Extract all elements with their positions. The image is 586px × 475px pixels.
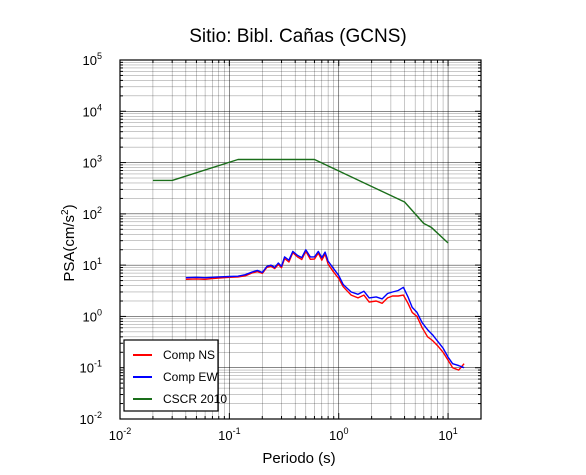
y-axis-label-close: ) <box>61 204 78 209</box>
legend-label-comp-ns: Comp NS <box>163 348 215 362</box>
x-tick-label: 10-1 <box>218 426 240 443</box>
y-tick-label: 103 <box>83 154 102 171</box>
tick-marks <box>119 59 482 420</box>
y-tick-label: 104 <box>83 102 102 119</box>
legend-label-comp-ew: Comp EW <box>163 370 218 384</box>
chart-title: Sitio: Bibl. Cañas (GCNS) <box>189 26 407 47</box>
y-tick-label: 100 <box>83 307 102 324</box>
y-tick-label: 101 <box>83 256 102 273</box>
y-tick-label: 105 <box>83 51 102 68</box>
y-tick-label: 102 <box>83 205 102 222</box>
y-axis-label: PSA(cm/s2) <box>60 204 78 281</box>
legend: Comp NS Comp EW CSCR 2010 <box>123 339 227 412</box>
y-tick-label: 10-1 <box>80 359 102 376</box>
y-tick-labels: 10-2 10-1 100 101 102 103 104 105 <box>80 51 102 427</box>
legend-label-cscr-2010: CSCR 2010 <box>163 392 227 406</box>
x-axis-label: Periodo (s) <box>262 450 335 467</box>
x-tick-label: 100 <box>329 426 348 443</box>
y-tick-label: 10-2 <box>80 410 102 427</box>
x-tick-label: 101 <box>438 426 457 443</box>
y-axis-label-main: PSA(cm/s <box>61 215 78 282</box>
series-layer <box>152 158 465 371</box>
x-tick-label: 10-2 <box>109 426 131 443</box>
grid-lines <box>119 59 482 420</box>
series-line-cscr-2010 <box>152 158 449 244</box>
plot-frame <box>119 59 482 420</box>
series-line-comp-ns <box>185 250 465 371</box>
x-tick-labels: 10-2 10-1 100 101 <box>109 426 458 443</box>
y-axis-label-sup: 2 <box>60 209 71 215</box>
series-line-comp-ew <box>185 248 465 369</box>
